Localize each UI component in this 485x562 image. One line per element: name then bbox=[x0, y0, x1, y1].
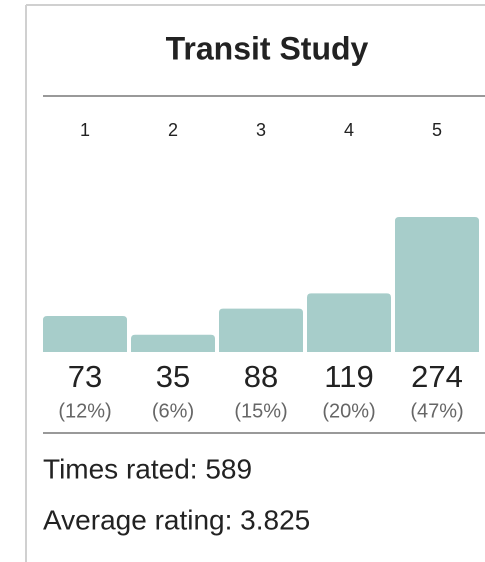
bar bbox=[43, 316, 127, 352]
category-label: 5 bbox=[432, 120, 442, 140]
category-label: 2 bbox=[168, 120, 178, 140]
count-label: 35 bbox=[156, 359, 190, 394]
count-label: 274 bbox=[411, 359, 463, 394]
percent-label: (6%) bbox=[152, 400, 194, 422]
percent-label: (12%) bbox=[58, 400, 111, 422]
count-label: 73 bbox=[68, 359, 102, 394]
bar bbox=[395, 217, 479, 352]
percent-label: (20%) bbox=[322, 400, 375, 422]
chart-title: Transit Study bbox=[166, 30, 369, 66]
bar bbox=[131, 334, 215, 352]
bar bbox=[307, 293, 391, 352]
count-label: 119 bbox=[324, 359, 373, 394]
count-label: 88 bbox=[244, 359, 278, 394]
average-rating: Average rating: 3.825 bbox=[43, 504, 310, 535]
times-rated: Times rated: 589 bbox=[43, 453, 252, 484]
category-label: 3 bbox=[256, 120, 266, 140]
category-label: 4 bbox=[344, 120, 354, 140]
percent-label: (47%) bbox=[410, 400, 463, 422]
bar bbox=[219, 308, 303, 352]
category-label: 1 bbox=[80, 120, 90, 140]
percent-label: (15%) bbox=[234, 400, 287, 422]
